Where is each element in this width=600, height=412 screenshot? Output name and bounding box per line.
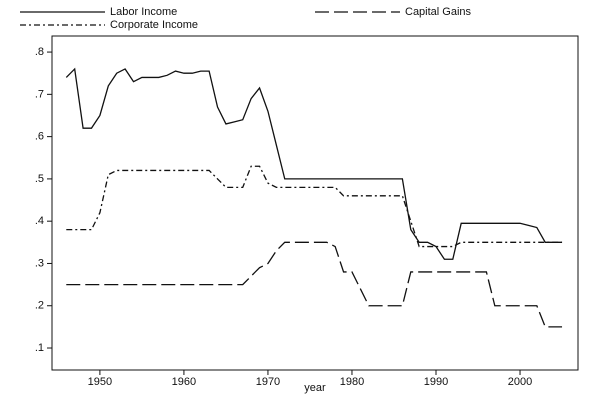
x-tick-label: 1990: [424, 376, 448, 388]
x-tick-label: 2000: [508, 376, 532, 388]
plot-frame: [51, 35, 579, 371]
legend-label: Capital Gains: [405, 6, 472, 18]
x-axis-label: year: [304, 382, 326, 394]
legend-label: Corporate Income: [110, 19, 198, 31]
y-tick-label: .7: [35, 88, 44, 100]
y-tick-label: .1: [35, 342, 44, 354]
series-line: [66, 241, 563, 328]
y-tick-label: .4: [35, 215, 44, 227]
y-tick-label: .6: [35, 131, 44, 143]
x-tick-label: 1950: [88, 376, 112, 388]
y-tick-label: .5: [35, 173, 44, 185]
legend-label: Labor Income: [110, 6, 177, 18]
y-tick-label: .3: [35, 257, 44, 269]
x-tick-label: 1980: [340, 376, 364, 388]
y-tick-label: .8: [35, 46, 44, 58]
x-tick-label: 1970: [256, 376, 280, 388]
y-tick-label: .2: [35, 300, 44, 312]
x-tick-label: 1960: [172, 376, 196, 388]
series-line: [65, 67, 563, 260]
series-line: [66, 165, 563, 248]
